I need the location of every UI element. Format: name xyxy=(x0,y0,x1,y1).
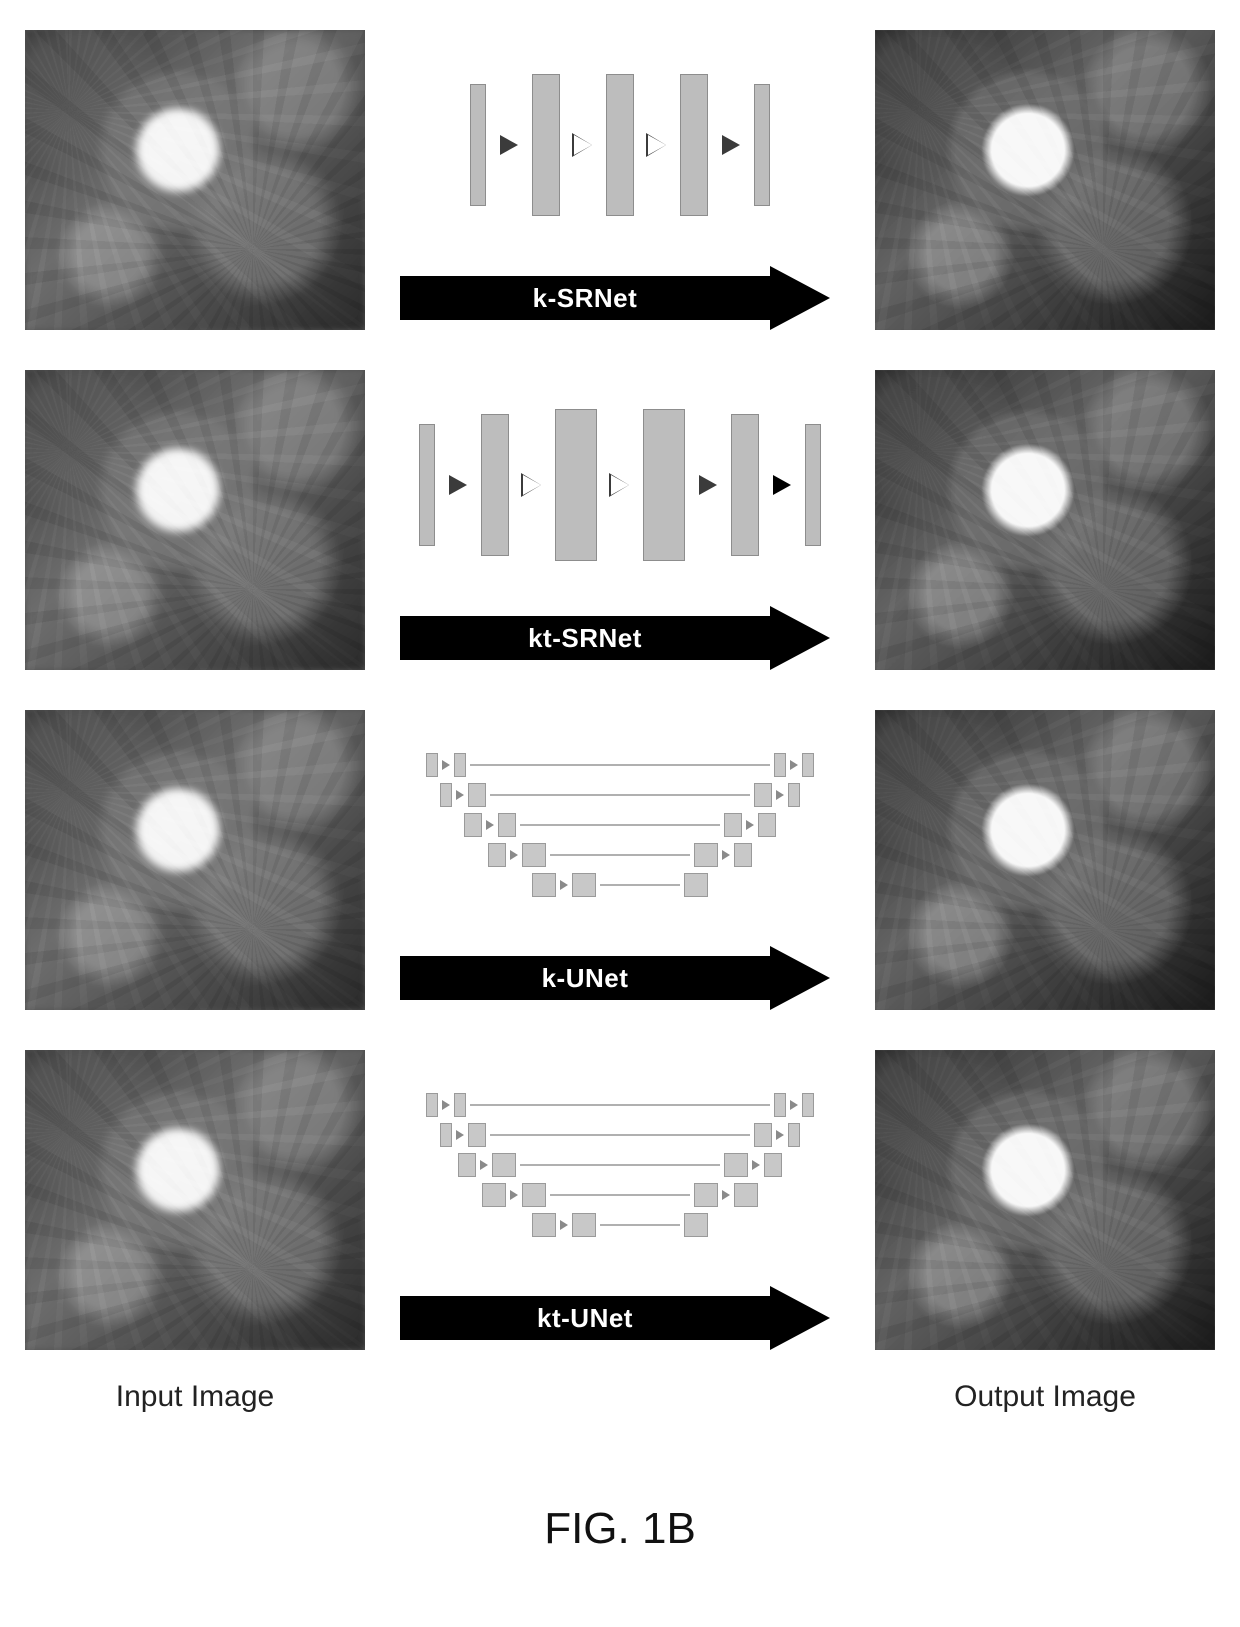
arch-diagram-unet-wide xyxy=(385,1050,855,1280)
network-label: k-UNet xyxy=(542,963,629,994)
column-labels-row: Input Image Output Image xyxy=(20,1380,1220,1414)
input-image xyxy=(25,710,365,1010)
output-image xyxy=(875,1050,1215,1350)
network-label: kt-SRNet xyxy=(528,623,642,654)
arch-diagram-srnet-expand xyxy=(385,370,855,600)
network-cell-k-srnet: k-SRNet xyxy=(385,30,855,330)
network-cell-kt-unet: kt-UNet xyxy=(385,1050,855,1350)
output-image xyxy=(875,30,1215,330)
input-image xyxy=(25,30,365,330)
network-arrow: k-SRNet xyxy=(400,266,840,330)
unet-schematic xyxy=(410,753,830,897)
figure-caption: FIG. 1B xyxy=(20,1504,1220,1554)
input-column-label: Input Image xyxy=(25,1380,365,1414)
network-label: kt-UNet xyxy=(537,1303,633,1334)
network-cell-k-unet: k-UNet xyxy=(385,710,855,1010)
output-image xyxy=(875,710,1215,1010)
input-image xyxy=(25,370,365,670)
network-arrow: kt-SRNet xyxy=(400,606,840,670)
network-label: k-SRNet xyxy=(533,283,638,314)
network-arrow: k-UNet xyxy=(400,946,840,1010)
output-column-label: Output Image xyxy=(875,1380,1215,1414)
figure-grid: k-SRNet kt-SRNet xyxy=(20,30,1220,1350)
unet-schematic xyxy=(410,1093,830,1237)
network-arrow: kt-UNet xyxy=(400,1286,840,1350)
arch-diagram-srnet xyxy=(385,30,855,260)
network-cell-kt-srnet: kt-SRNet xyxy=(385,370,855,670)
input-image xyxy=(25,1050,365,1350)
arch-diagram-unet xyxy=(385,710,855,940)
output-image xyxy=(875,370,1215,670)
